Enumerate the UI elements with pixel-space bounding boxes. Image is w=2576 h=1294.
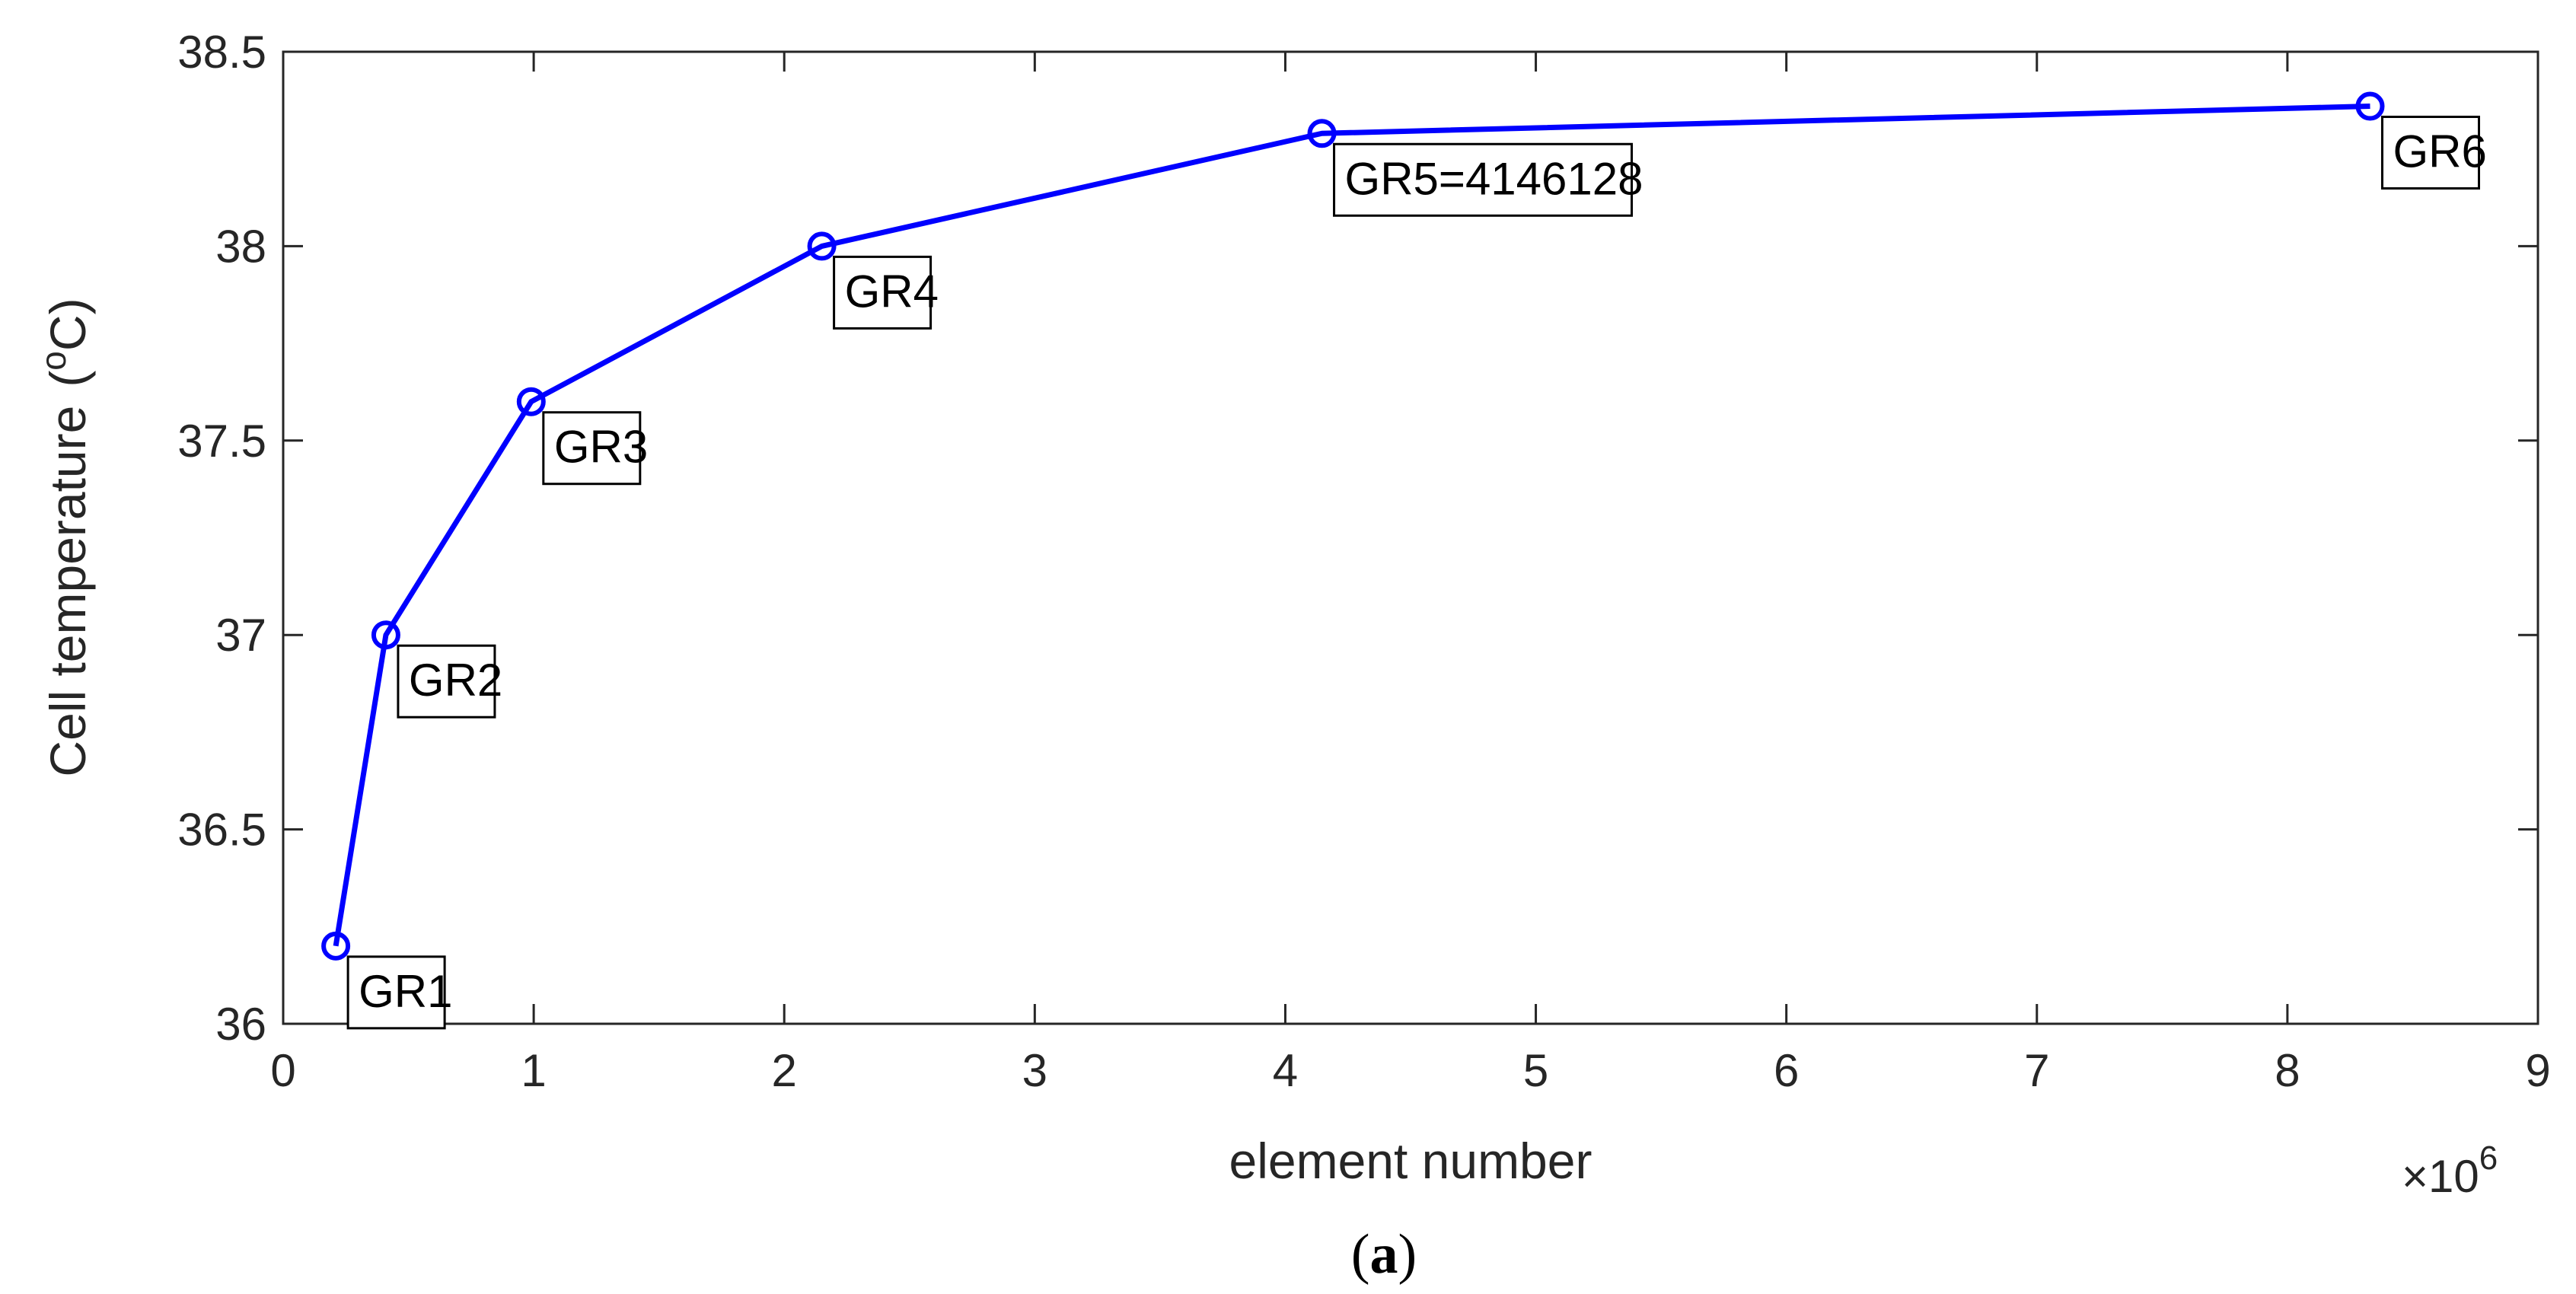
data-point-marker	[516, 387, 546, 416]
caption-letter: a	[1370, 1223, 1398, 1286]
point-label-box	[2380, 116, 2480, 190]
point-label-text: GR4	[845, 266, 939, 317]
x-axis-label: element number	[1229, 1133, 1592, 1189]
x-axis-exponent: ×106	[2402, 1139, 2498, 1202]
point-labels: GR1 GR2 GR3 GR4 GR5=4146128 GR6	[346, 116, 2487, 1030]
x-tick-label: 6	[1774, 1045, 1799, 1096]
x-tick-label: 0	[270, 1045, 295, 1096]
x-tick-label: 5	[1523, 1045, 1548, 1096]
point-label-box	[833, 255, 933, 330]
point-label-box	[397, 644, 496, 719]
data-point-marker	[321, 931, 351, 961]
y-tick-label: 37	[215, 610, 266, 661]
point-label-text: GR6	[2393, 126, 2486, 177]
data-point-marker	[2355, 91, 2385, 121]
figure-caption: (a)	[1351, 1223, 1417, 1286]
point-label-text: GR3	[554, 422, 648, 473]
x-axis-ticks: 0 1 2 3 4 5 6 7 8 9	[270, 52, 2551, 1096]
y-axis-label-text: Cell temperature	[40, 406, 96, 777]
y-tick-label: 38	[215, 221, 266, 272]
point-label-box	[346, 955, 446, 1030]
point-label-box	[542, 411, 642, 486]
x-tick-label: 1	[521, 1045, 546, 1096]
y-tick-label: 36.5	[177, 805, 266, 856]
y-tick-label: 36	[215, 999, 266, 1050]
y-axis-ticks: 36 36.5 37 37.5 38 38.5	[177, 27, 2538, 1050]
x-exponent-power: 6	[2479, 1139, 2498, 1177]
point-label-text: GR1	[359, 966, 452, 1017]
x-tick-label: 4	[1273, 1045, 1298, 1096]
data-point-marker	[807, 231, 837, 261]
series-line-path	[333, 104, 2370, 947]
point-label-box	[1333, 142, 1634, 217]
series-line	[321, 91, 2385, 961]
x-tick-label: 2	[772, 1045, 797, 1096]
y-axis-unit-letter: C	[40, 314, 96, 351]
point-label-text: GR2	[409, 655, 502, 706]
x-tick-label: 9	[2525, 1045, 2550, 1096]
x-tick-label: 3	[1022, 1045, 1047, 1096]
y-axis-unit-degree: o	[33, 351, 73, 371]
y-tick-label: 38.5	[177, 27, 266, 78]
x-exponent-prefix: ×10	[2402, 1151, 2479, 1202]
x-tick-label: 8	[2275, 1045, 2300, 1096]
y-axis-label: Cell temperature(oC)	[33, 298, 96, 776]
data-point-marker	[1307, 119, 1337, 148]
x-tick-label: 7	[2024, 1045, 2049, 1096]
data-point-marker	[371, 620, 400, 650]
point-label-text: GR5=4146128	[1345, 153, 1643, 204]
y-tick-label: 37.5	[177, 416, 266, 467]
